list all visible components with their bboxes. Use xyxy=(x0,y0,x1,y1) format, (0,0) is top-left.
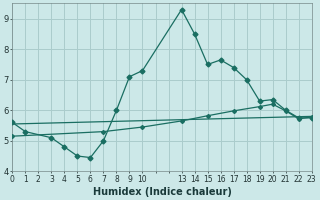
X-axis label: Humidex (Indice chaleur): Humidex (Indice chaleur) xyxy=(92,187,231,197)
